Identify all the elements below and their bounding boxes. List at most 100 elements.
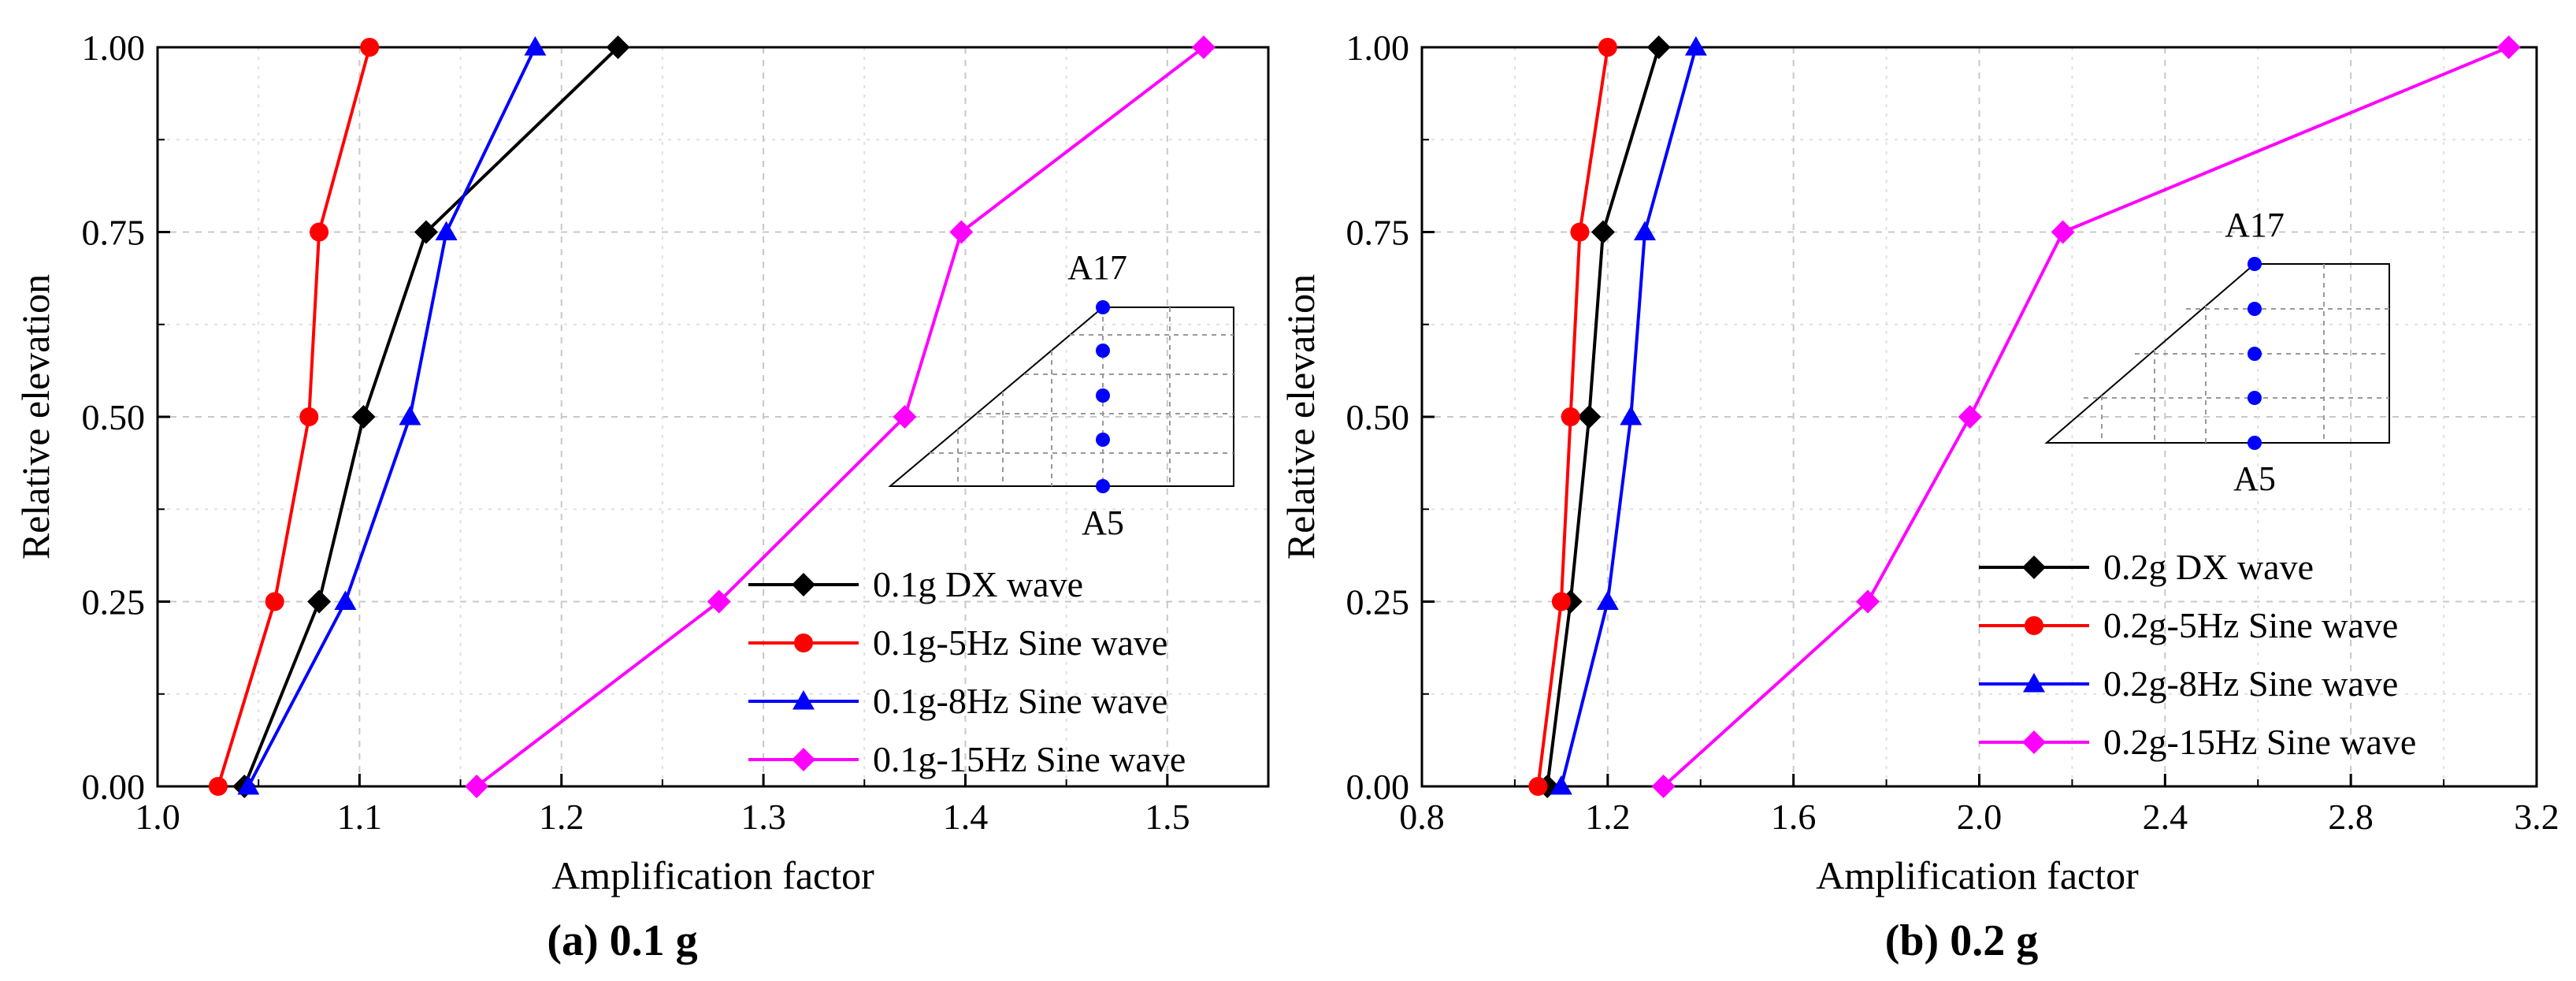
series-line-3 [247, 46, 537, 787]
data-point [1598, 38, 1617, 57]
y-tick-label: 0.00 [1346, 767, 1410, 807]
sensor-point [1096, 433, 1110, 447]
x-tick-label: 1.4 [943, 797, 989, 837]
data-point [1634, 221, 1656, 240]
legend-marker [2025, 616, 2043, 635]
x-tick-label: 0.8 [1399, 797, 1445, 837]
data-point [1570, 222, 1590, 242]
data-point [606, 35, 630, 59]
data-point [307, 589, 332, 614]
x-tick-label: 2.0 [1957, 797, 2003, 837]
data-point [265, 592, 284, 611]
data-point [1561, 407, 1580, 426]
sensor-point [1096, 344, 1110, 358]
legend-label: 0.1g-15Hz Sine wave [873, 739, 1186, 779]
y-tick-label: 0.25 [1346, 582, 1410, 622]
y-tick-label: 1.00 [82, 28, 146, 68]
series-group-a [208, 35, 1216, 798]
sensor-point [2248, 302, 2262, 316]
x-tick-label: 1.2 [1585, 797, 1631, 837]
data-point [414, 220, 438, 244]
chart-panel-a: 1.0 1.1 1.2 1.3 1.4 1.5 0.000.250.500.751.00 … [13, 28, 1270, 965]
y-tick-labels-b: 0.00 0.25 0.50 0.75 1.00 [1346, 28, 1410, 807]
data-point [334, 590, 357, 610]
sensor-point [1096, 388, 1110, 403]
inset-label-bottom: A5 [2233, 459, 2276, 498]
legend-marker [792, 573, 815, 596]
data-point [1550, 775, 1572, 795]
data-point [1191, 35, 1216, 59]
y-tick-label: 0.25 [82, 582, 146, 622]
slope-inset-a: A17 A5 [888, 248, 1234, 542]
legend-label: 0.2g-5Hz Sine wave [2103, 605, 2398, 645]
legend-a: 0.1g DX wave 0.1g-5Hz Sine wave 0.1g-8Hz S… [748, 564, 1186, 779]
data-point [707, 589, 731, 614]
y-axis-label-b: Relative elevation [1279, 274, 1323, 559]
legend-label: 0.1g DX wave [873, 564, 1083, 604]
x-tick-label: 1.3 [741, 797, 786, 837]
y-tick-label: 0.75 [1346, 213, 1410, 253]
legend-label: 0.2g-15Hz Sine wave [2103, 722, 2416, 762]
sensor-point [2248, 257, 2262, 271]
x-axis-label-a: Amplification factor [551, 853, 874, 897]
panel-caption-a: (a) 0.1 g [547, 916, 697, 965]
x-tick-labels-b: 0.8 1.2 1.6 2.0 2.4 2.8 3.2 [1399, 797, 2559, 837]
data-point [1958, 405, 1982, 429]
x-axis-label-b: Amplification factor [1816, 853, 2139, 897]
data-point [1551, 592, 1571, 611]
inset-label-bottom: A5 [1082, 504, 1124, 542]
data-point [1651, 775, 1676, 798]
data-point [351, 405, 376, 429]
legend-marker [792, 748, 815, 771]
legend-marker [2023, 673, 2045, 693]
data-point [2496, 35, 2521, 59]
x-tick-label: 2.8 [2328, 797, 2374, 837]
x-tick-label: 1.1 [337, 797, 383, 837]
data-point [360, 38, 380, 57]
data-point [310, 222, 329, 242]
x-tick-label: 2.4 [2143, 797, 2188, 837]
sensor-point [2248, 436, 2262, 450]
ticks-b [1420, 46, 2538, 788]
x-tick-label: 1.6 [1771, 797, 1817, 837]
sensor-point [1096, 479, 1110, 493]
sensor-point [2248, 391, 2262, 405]
data-point [299, 407, 319, 426]
legend-label: 0.2g DX wave [2103, 547, 2314, 587]
y-tick-label: 0.50 [82, 397, 146, 437]
slope-inset-b: A17 A5 [2044, 206, 2390, 498]
x-tick-labels-a: 1.0 1.1 1.2 1.3 1.4 1.5 [135, 797, 1190, 837]
panel-caption-b: (b) 0.2 g [1885, 916, 2038, 965]
legend-marker [794, 634, 813, 652]
data-point [399, 406, 421, 425]
inset-label-top: A17 [1067, 248, 1127, 287]
y-axis-label-a: Relative elevation [13, 274, 58, 559]
ticks-a [156, 46, 1169, 788]
data-point [435, 221, 458, 240]
data-point [1528, 777, 1548, 796]
y-tick-label: 0.75 [82, 213, 146, 253]
legend-b: 0.2g DX wave 0.2g-5Hz Sine wave 0.2g-8Hz S… [1979, 547, 2416, 762]
legend-label: 0.1g-8Hz Sine wave [873, 681, 1167, 721]
y-tick-labels-a: 0.00 0.25 0.50 0.75 1.00 [82, 28, 146, 807]
inset-slope-outline [2044, 263, 2390, 444]
data-point [1646, 35, 1671, 59]
x-tick-label: 3.2 [2514, 797, 2559, 837]
data-point [949, 220, 974, 244]
data-point [1620, 406, 1642, 425]
legend-label: 0.2g-8Hz Sine wave [2103, 663, 2398, 704]
sensor-point [1096, 300, 1110, 314]
x-tick-label: 1.0 [135, 797, 180, 837]
data-point [1684, 36, 1707, 56]
legend-marker [792, 690, 815, 710]
data-point [1591, 220, 1615, 244]
y-tick-label: 1.00 [1346, 28, 1410, 68]
inset-label-top: A17 [2225, 206, 2285, 244]
data-point [208, 777, 228, 796]
data-point [1596, 590, 1619, 610]
data-point [1856, 589, 1880, 614]
y-tick-label: 0.50 [1346, 397, 1410, 437]
inset-slope-outline [888, 307, 1234, 487]
data-point [1577, 405, 1602, 429]
